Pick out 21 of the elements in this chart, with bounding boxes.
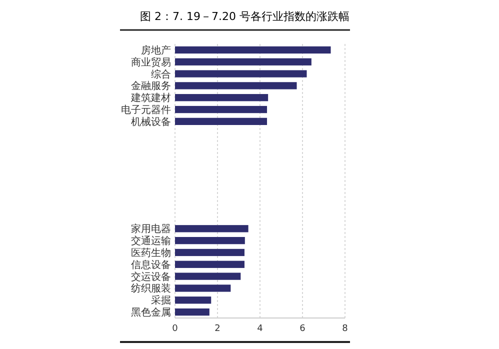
title: 图 2：7. 19－7.20 号各行业指数的涨跌幅 [140, 10, 350, 23]
y-tick-label: 交通运输 [131, 235, 171, 248]
y-tick-label: 金融服务 [131, 80, 171, 92]
y-tick-label: 交运设备 [131, 270, 171, 283]
x-tick-label: 0 [172, 324, 178, 334]
y-tick-label: 黑色金属 [131, 306, 171, 319]
y-tick-label: 建筑建材 [130, 92, 171, 104]
y-tick-label: 房地产 [141, 44, 171, 56]
x-tick-label: 2 [214, 324, 220, 334]
y-tick-label: 纺织服装 [131, 282, 171, 295]
y-tick-label: 机械设备 [131, 116, 171, 128]
x-tick-label: 8 [342, 324, 348, 334]
y-tick-label: 采掘 [151, 294, 171, 307]
y-tick-label: 商业贸易 [131, 56, 171, 68]
y-tick-label: 信息设备 [131, 258, 171, 271]
x-tick-label: 4 [257, 324, 264, 334]
y-tick-label: 电子元器件 [121, 104, 171, 116]
y-tick-label: 综合 [151, 68, 171, 80]
x-tick-label: 6 [300, 324, 306, 334]
y-tick-label: 医药生物 [131, 246, 171, 259]
y-tick-label: 家用电器 [131, 223, 171, 236]
